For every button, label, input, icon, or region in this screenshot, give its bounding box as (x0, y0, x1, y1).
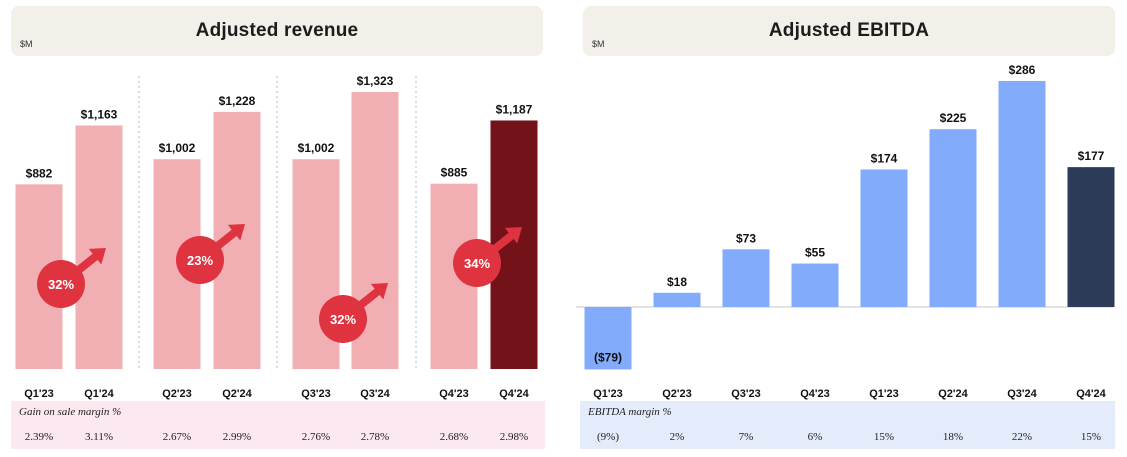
growth-arrow-icon (504, 227, 522, 244)
revenue-bar-label: $1,002 (159, 141, 196, 155)
revenue-category-label: Q1'23 (24, 388, 54, 400)
ebitda-bar (1067, 167, 1115, 307)
revenue-category-label: Q4'24 (499, 388, 529, 400)
revenue-category-label: Q2'23 (162, 388, 192, 400)
ebitda-margin-row: EBITDA margin % (9%) 2% 7% 6% 15% 18% 22% 15% (580, 401, 1115, 449)
ebitda-bar-label: ($79) (594, 350, 622, 364)
revenue-bar-label: $1,163 (81, 107, 118, 121)
ebitda-margin-value: 15% (1080, 431, 1102, 443)
revenue-bar-label: $1,323 (357, 74, 394, 88)
ebitda-category-label: Q2'23 (662, 388, 692, 400)
revenue-bar-label: $1,187 (496, 102, 533, 116)
revenue-margin-row: Gain on sale margin % 2.39% 3.11% 2.67% 2.9… (11, 401, 545, 449)
ebitda-bar-label: $286 (1009, 63, 1036, 77)
ebitda-bar (653, 292, 701, 307)
revenue-margin-label: Gain on sale margin % (19, 406, 122, 418)
ebitda-bar (791, 263, 839, 307)
ebitda-bar-label: $177 (1078, 149, 1105, 163)
ebitda-bar-label: $225 (940, 111, 967, 125)
revenue-margin-value: 2.68% (439, 431, 469, 443)
growth-arrow-icon (88, 248, 106, 265)
revenue-category-label: Q3'23 (301, 388, 331, 400)
ebitda-margin-value: 6% (807, 431, 823, 443)
ebitda-margin-value: 22% (1011, 431, 1033, 443)
ebitda-margin-value: 2% (669, 431, 685, 443)
ebitda-bar (860, 169, 908, 307)
growth-arrow-icon (227, 224, 245, 241)
ebitda-bar (722, 249, 770, 307)
ebitda-bar (998, 81, 1046, 307)
ebitda-title: Adjusted EBITDA (768, 20, 930, 41)
ebitda-bar (929, 129, 977, 307)
ebitda-category-label: Q1'23 (593, 388, 623, 400)
ebitda-category-label: Q3'24 (1007, 388, 1037, 400)
ebitda-bar-label: $18 (667, 275, 687, 289)
revenue-bar-label: $882 (26, 166, 53, 180)
growth-arrow-icon (370, 283, 388, 300)
ebitda-category-label: Q4'23 (800, 388, 830, 400)
ebitda-bar (584, 307, 632, 370)
revenue-margin-value: 2.76% (301, 431, 331, 443)
ebitda-margin-value: 15% (873, 431, 895, 443)
growth-badge-text: 32% (330, 312, 356, 327)
growth-badge (37, 260, 85, 308)
revenue-title: Adjusted revenue (195, 20, 359, 41)
revenue-bar-label: $1,228 (219, 94, 256, 108)
revenue-header: Adjusted revenue (11, 6, 543, 56)
ebitda-margin-value: 7% (738, 431, 754, 443)
revenue-bar (75, 125, 123, 369)
growth-badge-text: 34% (464, 256, 490, 271)
ebitda-margin-value: (9%) (597, 431, 619, 443)
revenue-margin-value: 2.67% (162, 431, 192, 443)
ebitda-category-label: Q4'24 (1076, 388, 1106, 400)
revenue-category-label: Q3'24 (360, 388, 390, 400)
revenue-unit: $M (20, 39, 33, 49)
growth-badge-text: 32% (48, 277, 74, 292)
growth-badge (319, 295, 367, 343)
growth-badge (176, 236, 224, 284)
revenue-category-label: Q4'23 (439, 388, 469, 400)
ebitda-category-label: Q1'23 (869, 388, 899, 400)
growth-badge-text: 23% (187, 253, 213, 268)
revenue-margin-value: 2.78% (360, 431, 390, 443)
ebitda-bar-label: $55 (805, 246, 825, 260)
growth-badge (453, 239, 501, 287)
revenue-bar-label: $1,002 (298, 141, 335, 155)
ebitda-bar-label: $174 (871, 152, 898, 166)
revenue-margin-value: 2.98% (499, 431, 529, 443)
ebitda-header: Adjusted EBITDA (583, 6, 1115, 56)
revenue-bar-label: $885 (441, 166, 468, 180)
revenue-margin-value: 2.99% (222, 431, 252, 443)
ebitda-bar-label: $73 (736, 231, 756, 245)
ebitda-margin-value: 18% (942, 431, 964, 443)
ebitda-category-label: Q3'23 (731, 388, 761, 400)
revenue-category-label: Q1'24 (84, 388, 114, 400)
revenue-margin-value: 3.11% (84, 431, 114, 443)
ebitda-margin-label: EBITDA margin % (588, 406, 672, 418)
revenue-margin-value: 2.39% (24, 431, 54, 443)
ebitda-category-label: Q2'24 (938, 388, 968, 400)
ebitda-unit: $M (592, 39, 605, 49)
revenue-category-label: Q2'24 (222, 388, 252, 400)
